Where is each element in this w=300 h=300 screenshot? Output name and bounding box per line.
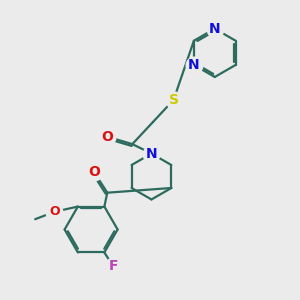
Text: S: S <box>169 93 178 107</box>
Text: O: O <box>101 130 113 144</box>
Text: N: N <box>188 58 200 72</box>
Text: O: O <box>88 165 100 179</box>
Text: N: N <box>146 146 157 161</box>
Text: O: O <box>49 205 60 218</box>
Text: N: N <box>209 22 220 36</box>
Text: F: F <box>108 259 118 273</box>
